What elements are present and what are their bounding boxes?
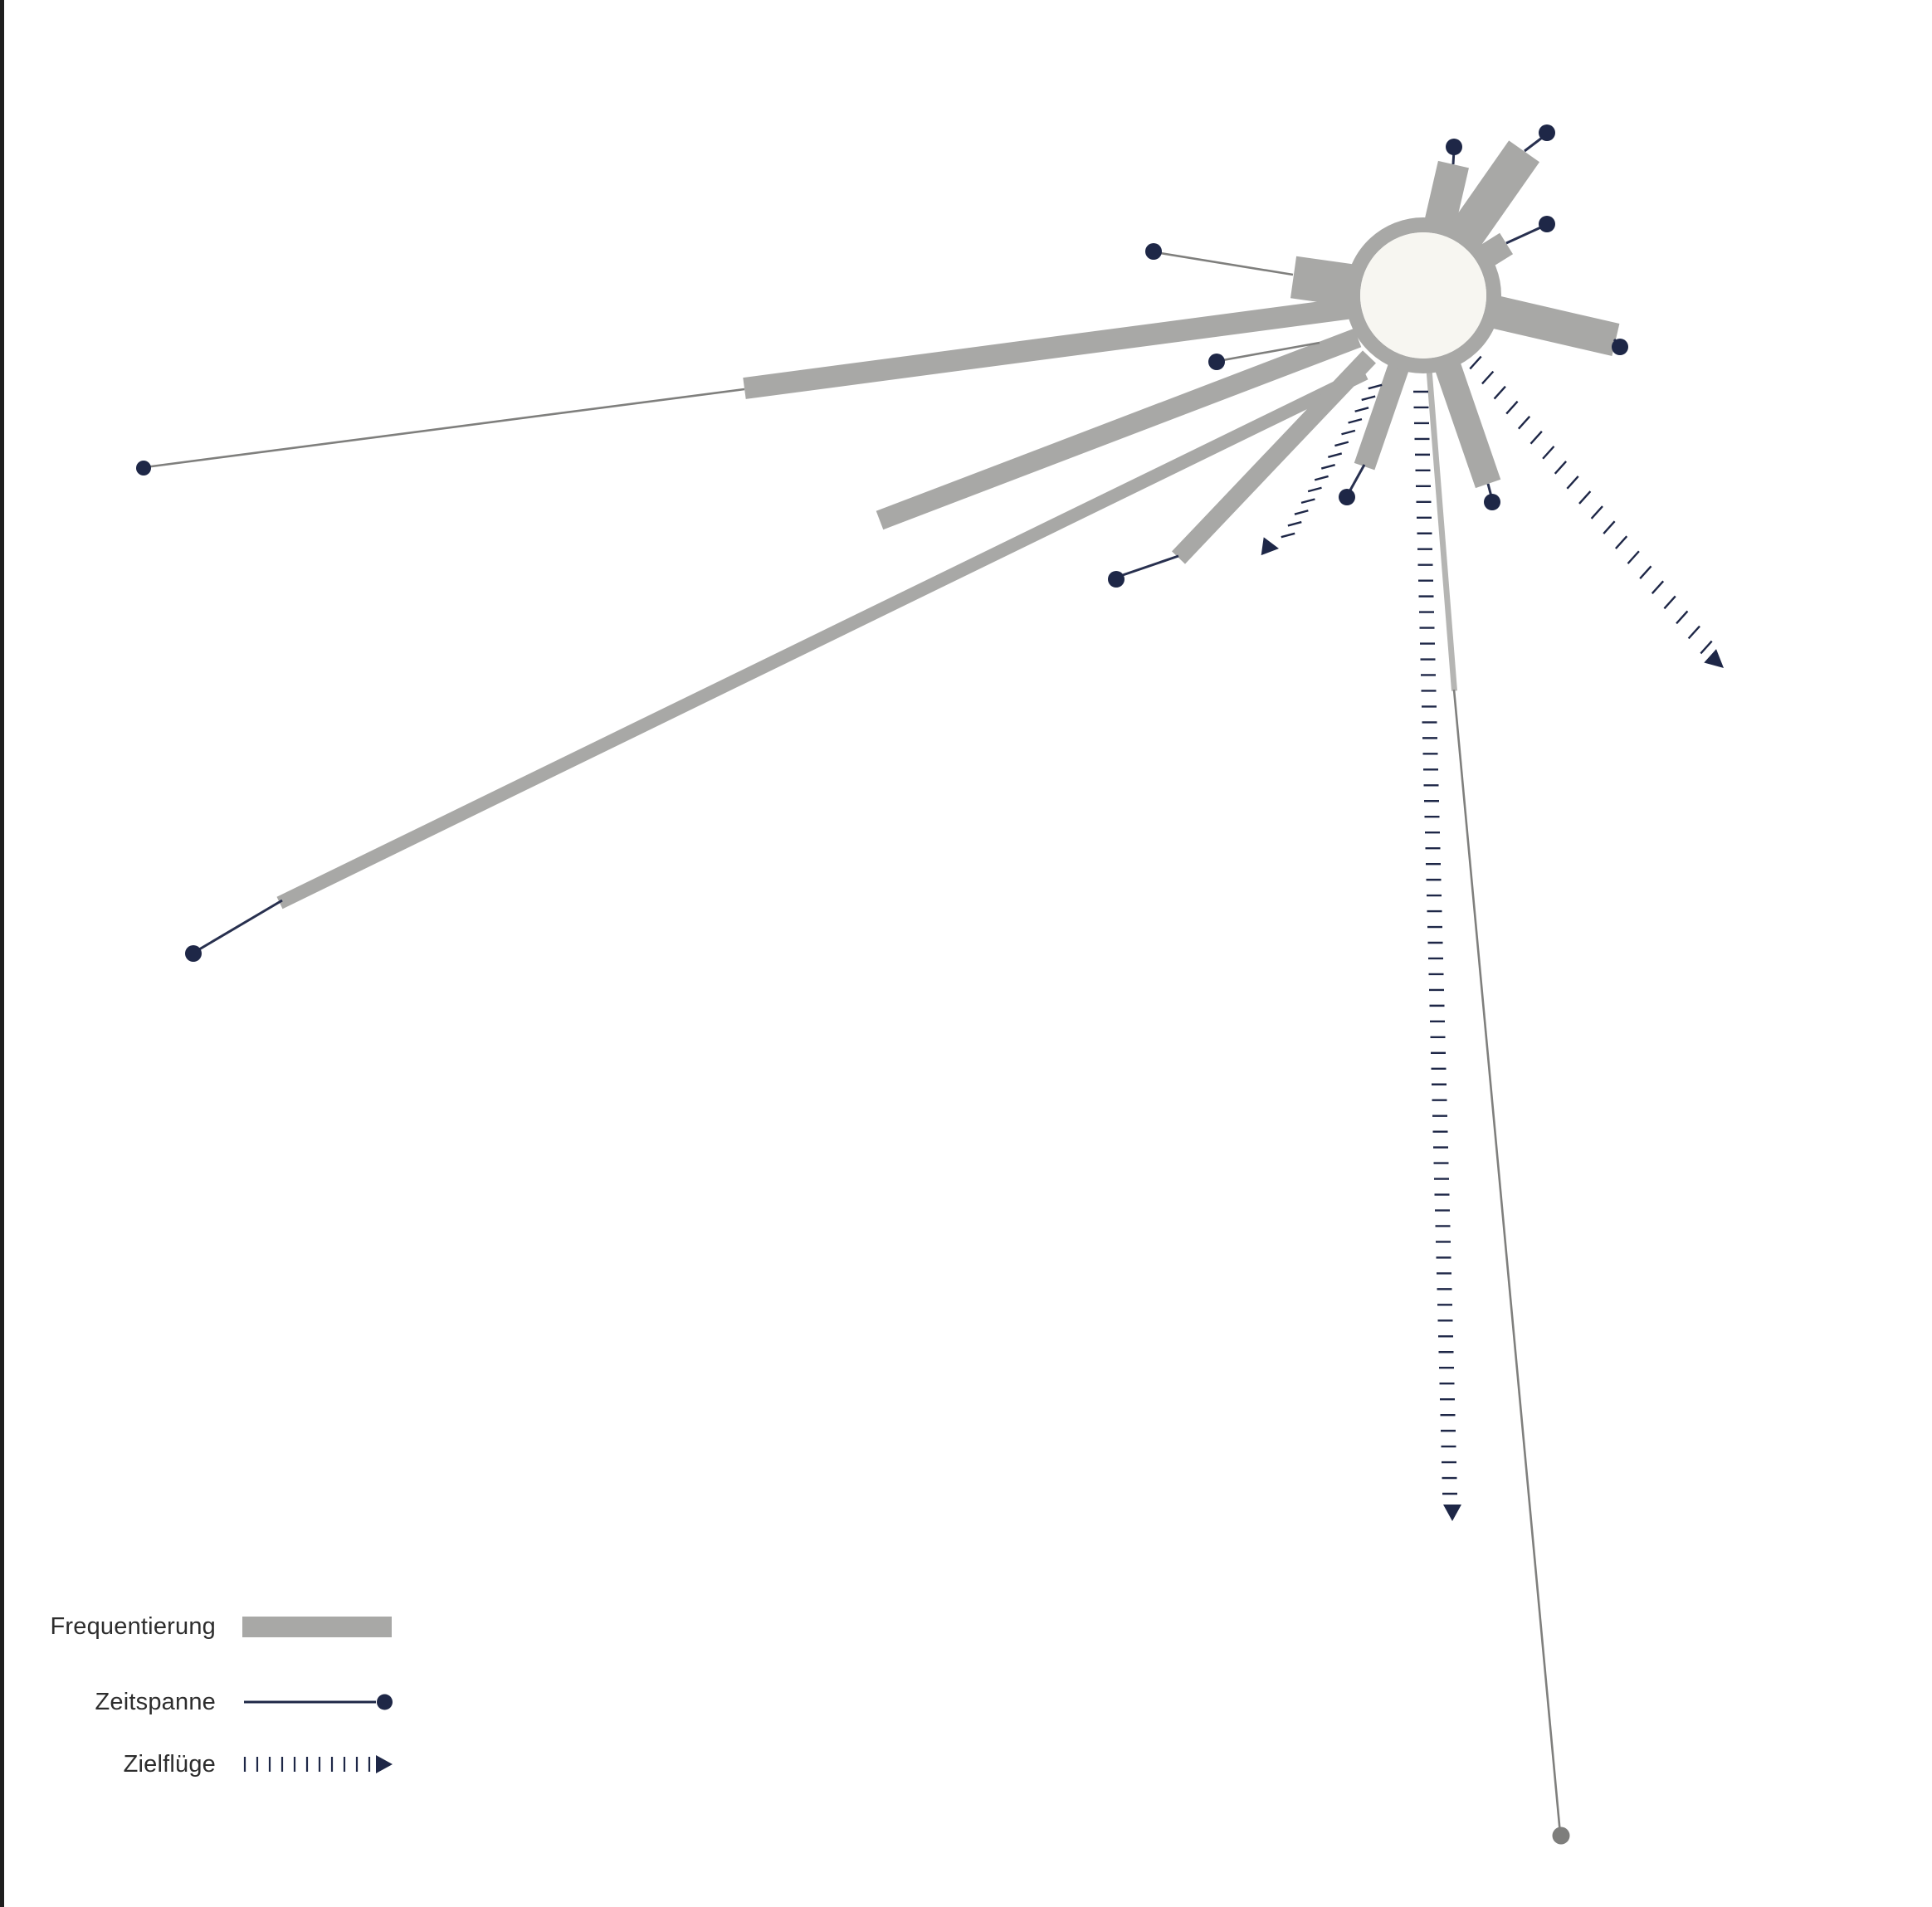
frequency-spoke bbox=[1432, 352, 1501, 489]
legend-label-frequentierung: Frequentierung bbox=[50, 1612, 216, 1640]
ray-tick bbox=[1639, 565, 1652, 579]
frequency-bar bbox=[876, 328, 1362, 530]
frequency-spoke bbox=[1354, 353, 1412, 471]
ray-tick bbox=[1314, 475, 1329, 481]
frequency-spoke bbox=[1445, 140, 1540, 254]
ray-tick bbox=[1348, 417, 1363, 424]
hub-center bbox=[1360, 232, 1486, 358]
frequency-bar bbox=[1172, 350, 1376, 564]
ray-arrow-icon bbox=[1704, 649, 1724, 668]
ray-tick bbox=[1517, 415, 1531, 430]
ray-tick bbox=[1554, 461, 1568, 475]
legend-label-zeitspanne: Zeitspanne bbox=[95, 1688, 216, 1715]
timespan-line bbox=[194, 899, 283, 953]
timespan-dot bbox=[1208, 354, 1225, 370]
timespan-line bbox=[1154, 251, 1294, 276]
ray-tick bbox=[1334, 441, 1349, 447]
ray-tick bbox=[1505, 400, 1519, 415]
timespan-line-swatch bbox=[242, 1691, 393, 1713]
ray-tick bbox=[1368, 383, 1383, 390]
ray-arrow-icon bbox=[1261, 537, 1279, 556]
hub-ring bbox=[1345, 217, 1501, 373]
timespan-line bbox=[1452, 689, 1562, 1835]
ray-tick bbox=[1700, 640, 1713, 655]
left-edge-rule bbox=[0, 0, 4, 1907]
ray-tick bbox=[1493, 385, 1506, 400]
frequency-spoke bbox=[1425, 359, 1457, 691]
target-flights-swatch bbox=[242, 1752, 408, 1777]
ray-tick bbox=[1627, 550, 1640, 564]
timespan-dot bbox=[1612, 339, 1628, 355]
timespan-dot bbox=[185, 945, 202, 962]
legend-timespan-dot bbox=[377, 1694, 393, 1710]
ray-tick bbox=[1328, 452, 1343, 458]
timespan-dot bbox=[1539, 124, 1555, 141]
ray-tick bbox=[1361, 395, 1376, 402]
ray-tick bbox=[1469, 355, 1482, 370]
timespan-dot bbox=[1108, 571, 1125, 588]
legend-ray-arrow-icon bbox=[376, 1755, 393, 1773]
ray-arrow-icon bbox=[1443, 1505, 1461, 1521]
timespan-dot bbox=[1484, 494, 1500, 510]
legend-line-dot-swatch-svg bbox=[244, 1694, 393, 1710]
ray-tick bbox=[1307, 486, 1322, 493]
frequency-bar-swatch bbox=[242, 1616, 392, 1637]
timespan-line bbox=[1117, 554, 1179, 578]
legend-bar bbox=[242, 1616, 392, 1637]
ray-tick bbox=[1294, 510, 1309, 515]
ray-tick bbox=[1651, 580, 1665, 595]
ray-tick bbox=[1603, 520, 1616, 534]
legend-bar-swatch-svg bbox=[242, 1616, 392, 1637]
legend-item-zeitspanne: Zeitspanne bbox=[0, 1688, 393, 1715]
ray-tick bbox=[1300, 498, 1315, 505]
ray-tick bbox=[1281, 532, 1295, 539]
timespan-dot bbox=[1539, 216, 1555, 232]
ray-tick bbox=[1481, 370, 1495, 385]
frequency-spoke bbox=[1290, 256, 1363, 308]
timespan-line bbox=[1505, 224, 1545, 245]
ray-tick bbox=[1614, 535, 1628, 549]
timespan-line bbox=[1217, 341, 1320, 363]
ray-tick bbox=[1354, 407, 1369, 412]
timespan-dot bbox=[1446, 139, 1462, 155]
timespan-dot bbox=[1145, 243, 1162, 260]
legend-item-zielfluege: Zielflüge bbox=[0, 1750, 408, 1778]
ray-tick bbox=[1578, 490, 1592, 505]
ray-tick bbox=[1676, 610, 1689, 625]
ray-tick bbox=[1687, 625, 1700, 640]
target-flight-ray bbox=[1413, 390, 1461, 1521]
ray-tick bbox=[1341, 429, 1356, 436]
frequency-spoke bbox=[1482, 294, 1620, 357]
legend-label-zielfluege: Zielflüge bbox=[123, 1750, 216, 1778]
ray-tick bbox=[1287, 520, 1302, 527]
timespan-line bbox=[144, 388, 745, 469]
ray-tick bbox=[1663, 595, 1676, 610]
ray-tick bbox=[1590, 505, 1603, 519]
target-flight-ray bbox=[1469, 355, 1724, 668]
timespan-dot bbox=[1339, 489, 1355, 505]
target-flight-ray bbox=[1261, 383, 1383, 556]
frequency-bar bbox=[743, 297, 1354, 399]
ray-tick bbox=[1530, 431, 1543, 445]
ray-tick bbox=[1542, 446, 1555, 460]
timespan-dot bbox=[136, 461, 151, 476]
frequency-bar bbox=[276, 367, 1368, 910]
ray-tick bbox=[1566, 476, 1579, 490]
timespan-dot bbox=[1552, 1827, 1570, 1845]
ray-tick bbox=[1320, 464, 1335, 470]
legend-dashes-arrow-swatch-svg bbox=[243, 1755, 393, 1773]
legend-item-frequentierung: Frequentierung bbox=[0, 1612, 392, 1640]
